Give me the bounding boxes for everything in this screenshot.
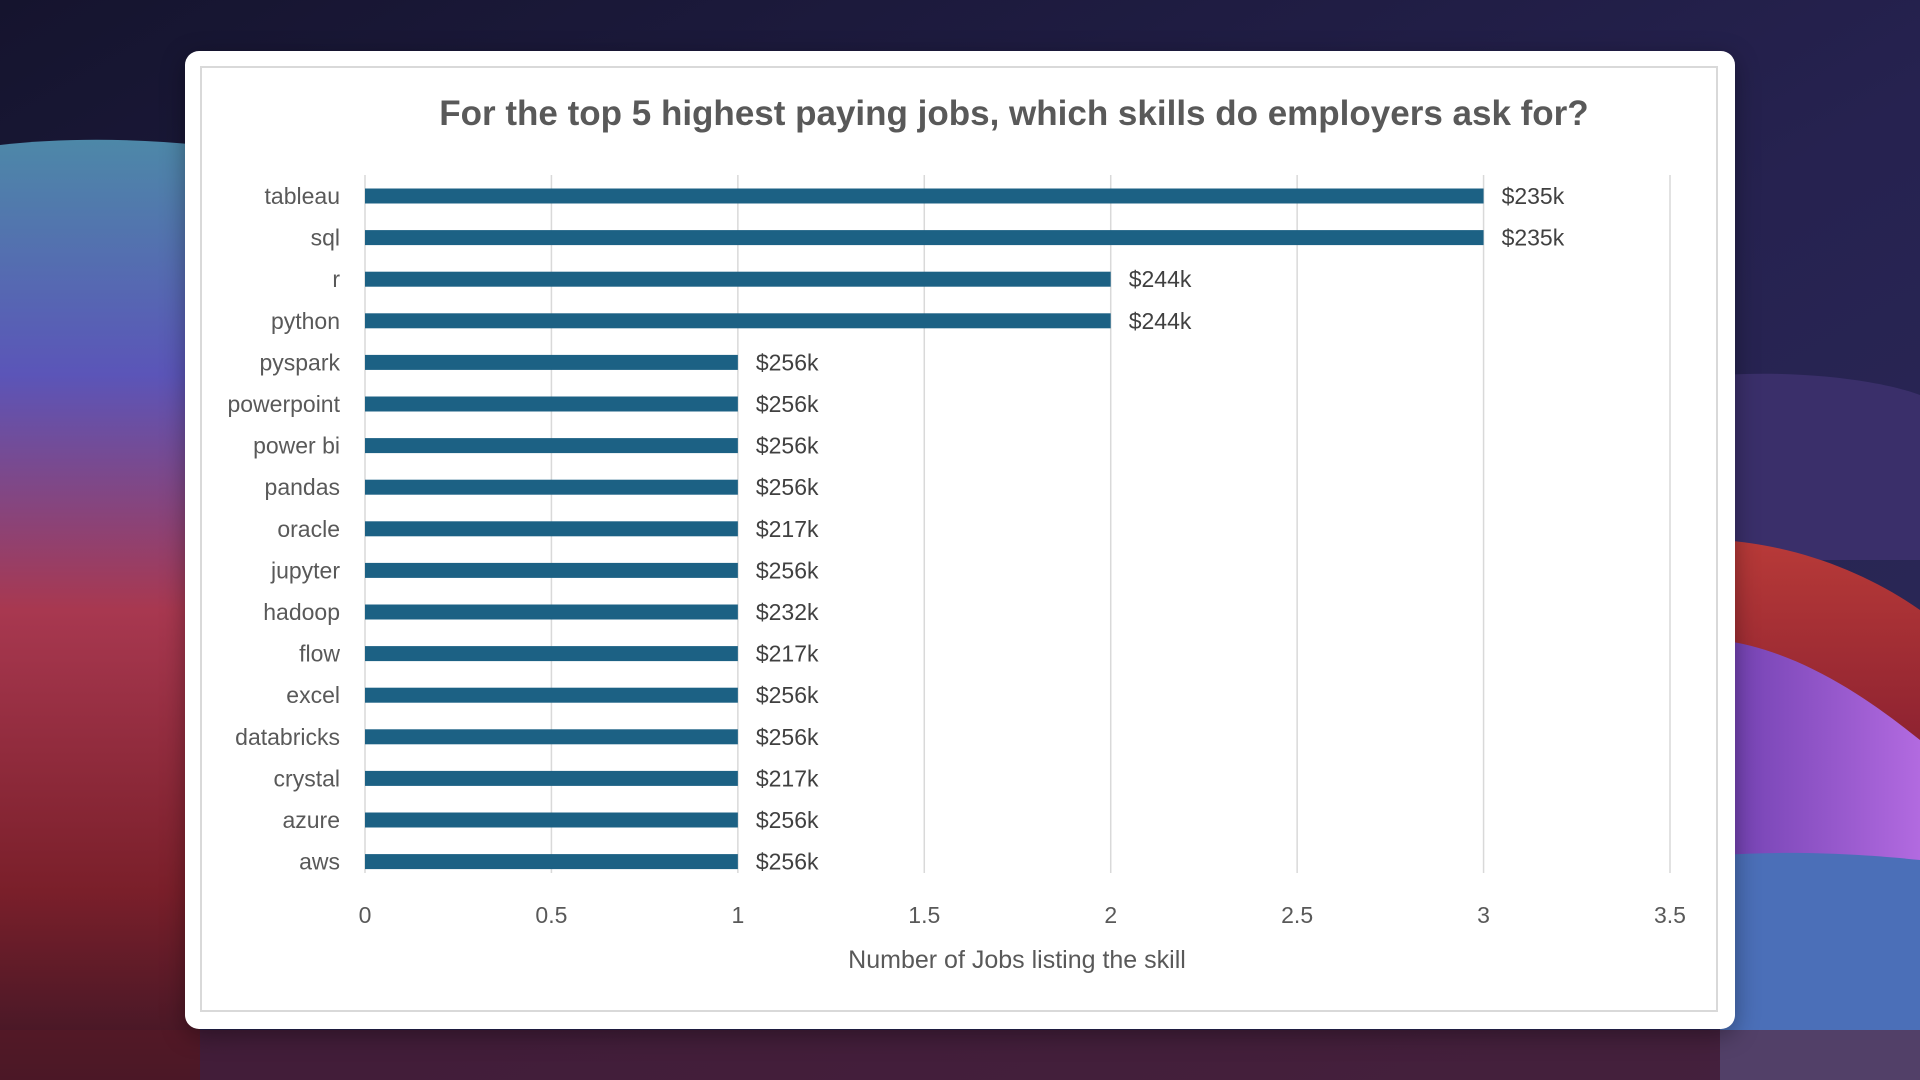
bar-r [365,271,1111,287]
data-label: $217k [756,641,819,667]
bar-aws [365,854,738,870]
x-tick-label: 2 [1104,902,1117,928]
category-label: excel [286,682,340,708]
chart-area-border [200,66,1718,1012]
data-label: $256k [756,849,819,875]
x-tick-label: 3 [1477,902,1490,928]
data-label: $235k [1502,183,1565,209]
category-label: python [271,308,340,334]
data-label: $217k [756,765,819,791]
category-label: pyspark [259,349,340,375]
bar-tableau [365,188,1484,204]
category-label: power bi [253,433,340,459]
category-label: r [332,266,340,292]
value-axis-tick-labels: 0 0.5 1 1.5 2 2.5 3 3.5 [359,902,1686,928]
x-tick-label: 2.5 [1281,902,1313,928]
data-label: $244k [1129,266,1192,292]
data-label: $256k [756,433,819,459]
category-label: crystal [274,765,340,791]
bars [365,188,1484,870]
data-labels: $235k $235k $244k $244k $256k $256k $256k $256k… [756,183,1565,875]
category-label: powerpoint [227,391,340,417]
data-label: $256k [756,474,819,500]
bar-python [365,313,1111,329]
bar-jupyter [365,562,738,578]
chart-title: For the top 5 highest paying jobs, which… [439,94,1588,133]
x-tick-label: 1.5 [908,902,940,928]
data-label: $232k [756,599,819,625]
x-tick-label: 3.5 [1654,902,1686,928]
category-label: hadoop [263,599,340,625]
category-label: tableau [265,183,340,209]
bar-pyspark [365,354,738,370]
bar-databricks [365,729,738,745]
bar-azure [365,812,738,828]
data-label: $217k [756,516,819,542]
chart-card: For the top 5 highest paying jobs, which… [185,51,1735,1029]
bar-power-bi [365,438,738,454]
bar-excel [365,687,738,703]
category-label: pandas [265,474,340,500]
data-label: $256k [756,557,819,583]
data-label: $244k [1129,308,1192,334]
bar-pandas [365,479,738,495]
x-tick-label: 1 [731,902,744,928]
category-label: aws [299,849,340,875]
category-label: sql [311,225,340,251]
category-label: jupyter [270,557,340,583]
data-label: $235k [1502,225,1565,251]
data-label: $256k [756,682,819,708]
category-label: azure [282,807,340,833]
x-tick-label: 0.5 [535,902,567,928]
data-label: $256k [756,807,819,833]
x-tick-label: 0 [359,902,372,928]
data-label: $256k [756,724,819,750]
bar-powerpoint [365,396,738,412]
data-label: $256k [756,391,819,417]
bar-hadoop [365,604,738,620]
bar-oracle [365,521,738,537]
bar-crystal [365,770,738,786]
bar-sql [365,230,1484,246]
category-label: flow [299,641,340,667]
bar-flow [365,646,738,662]
category-label: databricks [235,724,340,750]
category-axis-labels: tableau sql r python pyspark powerpoint power … [227,183,340,875]
x-axis-title: Number of Jobs listing the skill [848,946,1186,974]
data-label: $256k [756,349,819,375]
bar-chart: For the top 5 highest paying jobs, which… [227,94,1686,974]
category-label: oracle [277,516,340,542]
